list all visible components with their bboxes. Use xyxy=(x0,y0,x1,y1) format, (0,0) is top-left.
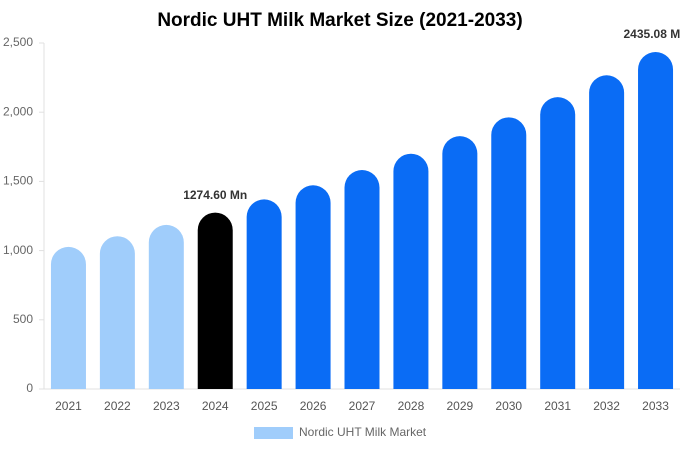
y-tick-label: 500 xyxy=(13,312,33,326)
x-tick-label: 2021 xyxy=(55,399,82,413)
x-tick-label: 2025 xyxy=(251,399,278,413)
x-tick-label: 2027 xyxy=(349,399,376,413)
x-tick-label: 2024 xyxy=(202,399,229,413)
value-label: 2435.08 Mn xyxy=(624,27,680,41)
bar xyxy=(99,236,135,389)
bar xyxy=(638,51,674,390)
bar xyxy=(442,136,478,389)
x-tick-label: 2026 xyxy=(300,399,327,413)
y-tick-label: 2,500 xyxy=(3,35,33,49)
y-tick-label: 1,500 xyxy=(3,174,33,188)
legend-label: Nordic UHT Milk Market xyxy=(299,425,427,439)
bar xyxy=(197,212,233,389)
bar xyxy=(246,199,282,389)
x-tick-label: 2023 xyxy=(153,399,180,413)
bar xyxy=(393,153,429,389)
bar xyxy=(491,117,527,389)
y-tick-label: 1,000 xyxy=(3,243,33,257)
x-tick-label: 2028 xyxy=(398,399,425,413)
bar xyxy=(50,246,86,389)
value-label: 1274.60 Mn xyxy=(183,188,247,202)
x-tick-label: 2033 xyxy=(642,399,669,413)
bar xyxy=(589,75,625,390)
x-tick-label: 2029 xyxy=(446,399,473,413)
chart-title: Nordic UHT Milk Market Size (2021-2033) xyxy=(157,10,522,31)
bar xyxy=(540,97,576,389)
x-tick-label: 2031 xyxy=(544,399,571,413)
legend-swatch xyxy=(254,427,293,439)
y-tick-label: 2,000 xyxy=(3,104,33,118)
bar xyxy=(295,185,331,389)
x-tick-label: 2032 xyxy=(593,399,620,413)
bar xyxy=(344,170,380,389)
bar xyxy=(148,224,184,389)
x-tick-label: 2030 xyxy=(495,399,522,413)
y-tick-label: 0 xyxy=(26,381,33,395)
x-tick-label: 2022 xyxy=(104,399,131,413)
